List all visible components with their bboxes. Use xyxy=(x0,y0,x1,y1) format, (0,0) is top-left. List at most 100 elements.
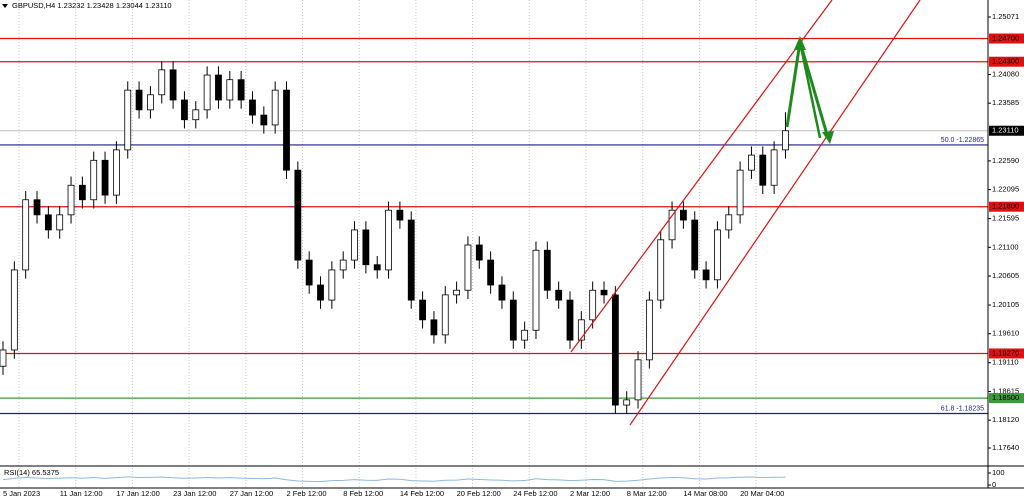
plot-layer xyxy=(0,0,988,488)
candle-body xyxy=(169,69,177,101)
level-label: 1.24700 xyxy=(992,33,1019,42)
menu-icon[interactable] xyxy=(2,4,8,8)
fib-label: 61.8 -1.18235 xyxy=(941,405,984,412)
candle-body xyxy=(22,199,30,271)
candle-body xyxy=(555,289,563,301)
y-tick-label: 1.20605 xyxy=(992,271,1019,280)
candle-body xyxy=(668,209,676,241)
candle-body xyxy=(113,149,120,196)
y-tick-label: 1.25071 xyxy=(992,12,1019,21)
x-tick-label: 20 Feb 12:00 xyxy=(457,489,501,498)
candle-body xyxy=(623,399,631,406)
candle-body xyxy=(430,319,438,336)
candle-body xyxy=(249,99,256,116)
x-tick-label: 17 Jan 12:00 xyxy=(116,489,159,498)
y-tick-label: 1.19110 xyxy=(992,358,1019,367)
candle-body xyxy=(260,114,268,126)
rsi-tick-label: 100 xyxy=(992,468,1005,477)
candle-body xyxy=(589,289,597,321)
candle-body xyxy=(10,269,18,351)
x-tick-label: 8 Feb 12:00 xyxy=(343,489,383,498)
drawings xyxy=(2,0,921,426)
rsi-label: RSI(14) 65.5375 xyxy=(4,468,59,477)
candle-body xyxy=(147,94,154,111)
candle-body xyxy=(90,159,98,201)
candle-body xyxy=(498,284,506,301)
candle-body xyxy=(419,299,426,321)
candle-body xyxy=(487,259,495,286)
candle-body xyxy=(317,284,324,301)
rsi-tick-label: 0 xyxy=(992,480,996,489)
y-tick-label: 1.22095 xyxy=(992,185,1019,194)
candle-body xyxy=(577,319,585,341)
candle-body xyxy=(33,199,41,216)
y-tick-label: 1.20105 xyxy=(992,300,1019,309)
candle-body xyxy=(181,99,188,121)
level-label-box xyxy=(989,201,1024,212)
candle-body xyxy=(226,79,234,101)
candle-body xyxy=(566,299,574,341)
candle-body xyxy=(725,214,733,231)
candle-body xyxy=(158,69,166,96)
chart-header: GBPUSD,H4 1.23232 1.23428 1.23044 1.2311… xyxy=(12,1,172,10)
candle-body xyxy=(237,79,245,101)
candle-body xyxy=(192,109,200,121)
candle-body xyxy=(351,229,358,261)
candle-body xyxy=(305,259,313,286)
candle-body xyxy=(396,209,404,221)
y-tick-label: 1.19610 xyxy=(992,329,1019,338)
candle-body xyxy=(283,89,290,171)
y-tick-label: 1.18120 xyxy=(992,415,1019,424)
candle-body xyxy=(135,89,143,111)
candle-body xyxy=(373,264,381,271)
level-label: 1.18500 xyxy=(992,393,1019,402)
y-tick-label: 1.17640 xyxy=(992,443,1019,452)
candle-body xyxy=(44,214,52,231)
candle-body xyxy=(407,219,415,301)
x-tick-label: 11 Jan 12:00 xyxy=(60,489,103,498)
y-tick-label: 1.24080 xyxy=(992,69,1019,78)
candle-body xyxy=(67,184,75,216)
candle-body xyxy=(0,349,7,367)
candle-body xyxy=(532,249,540,331)
candle-body xyxy=(736,169,744,216)
candle-body xyxy=(770,149,778,186)
x-tick-label: 2 Mar 12:00 xyxy=(570,489,610,498)
arrow-head xyxy=(822,131,834,144)
x-tick-label: 27 Jan 12:00 xyxy=(230,489,273,498)
x-tick-label: 2 Feb 12:00 xyxy=(287,489,327,498)
level-label-box xyxy=(989,56,1024,67)
candle-body xyxy=(611,294,619,406)
candle-body xyxy=(645,299,653,361)
candle-body xyxy=(691,219,699,271)
channel-lower xyxy=(629,0,921,426)
candle-body xyxy=(634,359,642,401)
candle-body xyxy=(748,154,755,171)
candle-body xyxy=(56,214,64,231)
candle-body xyxy=(271,89,279,126)
level-label-box xyxy=(989,348,1024,359)
y-tick-label: 1.21595 xyxy=(992,214,1019,223)
candle-body xyxy=(475,244,483,261)
candle-body xyxy=(509,299,517,341)
level-label-box xyxy=(989,33,1024,44)
candle-body xyxy=(464,244,472,291)
channel-upper xyxy=(570,0,833,353)
x-tick-label: 14 Feb 12:00 xyxy=(400,489,444,498)
rsi-line xyxy=(2,476,786,483)
level-label: 1.19270 xyxy=(992,348,1019,357)
candle-body xyxy=(702,269,710,281)
level-label-box xyxy=(989,393,1024,404)
candle-body xyxy=(759,154,767,186)
candle-body xyxy=(714,229,721,281)
x-tick-label: 23 Jan 12:00 xyxy=(173,489,216,498)
candle-body xyxy=(339,259,347,271)
candle-body xyxy=(521,329,529,341)
candle-body xyxy=(441,294,449,336)
x-tick-label: 14 Mar 08:00 xyxy=(683,489,727,498)
y-tick-label: 1.21100 xyxy=(992,242,1019,251)
candle-body xyxy=(782,130,789,151)
